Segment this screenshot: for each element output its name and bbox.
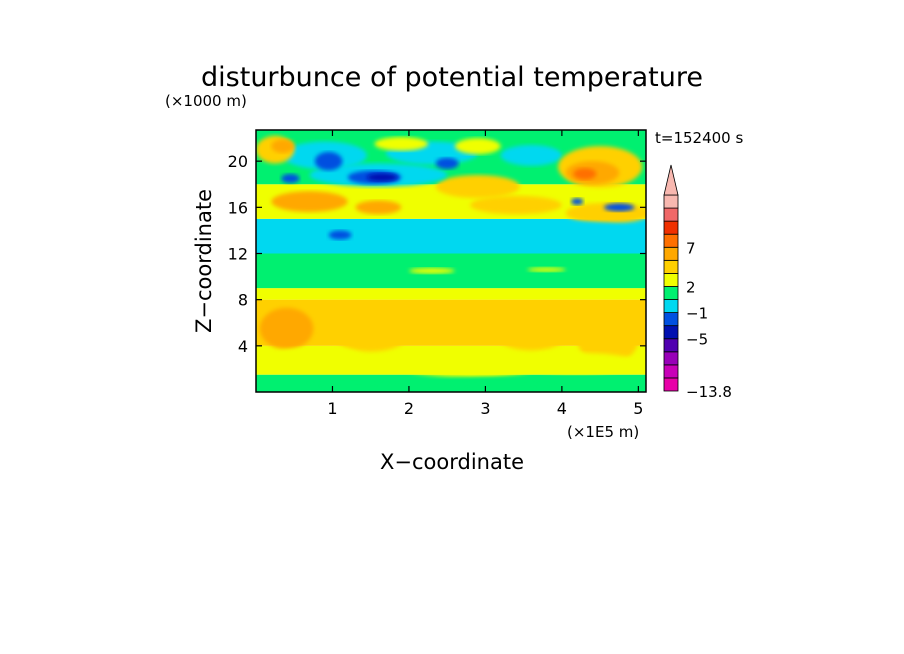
- contour-patch: [328, 230, 352, 240]
- chart-title: disturbunce of potential temperature: [201, 62, 703, 93]
- contour-patch: [431, 378, 570, 390]
- contour-patch: [374, 136, 429, 151]
- colorbar-swatch: [663, 259, 679, 274]
- x-axis: 1 2 3 4 5: [327, 130, 643, 418]
- colorbar-swatch: [663, 246, 679, 261]
- contour-patch: [286, 376, 409, 389]
- contour-patch: [271, 348, 364, 367]
- contour-patch: [577, 316, 639, 364]
- colorbar-swatch: [663, 364, 679, 379]
- x-unit-label: (×1E5 m): [567, 423, 639, 441]
- time-label: t=152400 s: [655, 129, 743, 147]
- y-unit-label: (×1000 m): [165, 92, 247, 110]
- contour-patch: [271, 139, 295, 154]
- colorbar-swatch: [663, 286, 679, 300]
- contour-patch: [454, 138, 501, 155]
- y-tick-label: 4: [238, 337, 248, 356]
- contour-patch: [493, 313, 570, 351]
- contour-patch: [500, 145, 562, 166]
- contour-patch: [573, 168, 597, 180]
- contour-patch: [401, 356, 539, 377]
- contour-patch: [435, 157, 459, 170]
- contour-patch: [571, 198, 584, 206]
- x-tick-label: 1: [327, 399, 337, 418]
- colorbar-swatch: [663, 272, 679, 287]
- x-tick-label: 4: [557, 399, 567, 418]
- colorbar-swatch: [663, 194, 679, 209]
- contour-patch: [355, 200, 402, 215]
- x-tick-label: 2: [404, 399, 414, 418]
- y-tick-label: 16: [228, 198, 248, 217]
- contour-patch: [424, 304, 486, 342]
- y-axis-label: Z−coordinate: [192, 189, 216, 333]
- y-tick-label: 12: [228, 244, 248, 263]
- contour-patch: [470, 195, 562, 215]
- y-tick-label: 8: [238, 291, 248, 310]
- colorbar-swatch: [663, 233, 679, 248]
- contour-patch: [281, 173, 300, 184]
- colorbar-label: −5: [686, 331, 708, 349]
- colorbar-swatch: [663, 207, 679, 222]
- contour-patch: [603, 203, 635, 212]
- contour-patch: [271, 191, 348, 212]
- contour-patch: [366, 173, 398, 182]
- contour-field: [256, 130, 646, 392]
- contour-patch: [256, 228, 333, 245]
- colorbar-extend-arrow: [663, 164, 679, 196]
- colorbar-swatch: [663, 299, 679, 313]
- x-tick-label: 3: [480, 399, 490, 418]
- colorbar-label: −13.8: [686, 383, 732, 401]
- colorbar-swatch: [663, 325, 679, 340]
- colorbar-swatch: [663, 312, 679, 327]
- y-tick-label: 20: [228, 152, 248, 171]
- contour-patch: [516, 352, 639, 374]
- colorbar-swatch: [663, 220, 679, 235]
- plot-frame: [255, 129, 647, 393]
- contour-patch: [332, 316, 409, 352]
- colorbar-swatch: [663, 351, 679, 366]
- contour-patch: [508, 222, 646, 244]
- colorbar-swatch: [663, 338, 679, 353]
- colorbar-label: −1: [686, 305, 708, 323]
- colorbar-label: 7: [686, 239, 696, 257]
- contour-patch: [527, 267, 566, 272]
- contour-band: [256, 288, 646, 300]
- contour-patch: [314, 151, 343, 171]
- contour-patch: [408, 267, 455, 274]
- x-tick-label: 5: [633, 399, 643, 418]
- contour-patch: [259, 307, 314, 350]
- y-axis: 4 8 12 16 20: [228, 152, 646, 356]
- colorbar: −13.8 −5 −1 2 7: [663, 164, 732, 401]
- x-axis-label: X−coordinate: [380, 450, 524, 474]
- colorbar-swatch: [663, 377, 679, 392]
- colorbar-label: 2: [686, 278, 696, 296]
- contour-patch: [435, 175, 520, 199]
- contour-patch: [370, 230, 478, 249]
